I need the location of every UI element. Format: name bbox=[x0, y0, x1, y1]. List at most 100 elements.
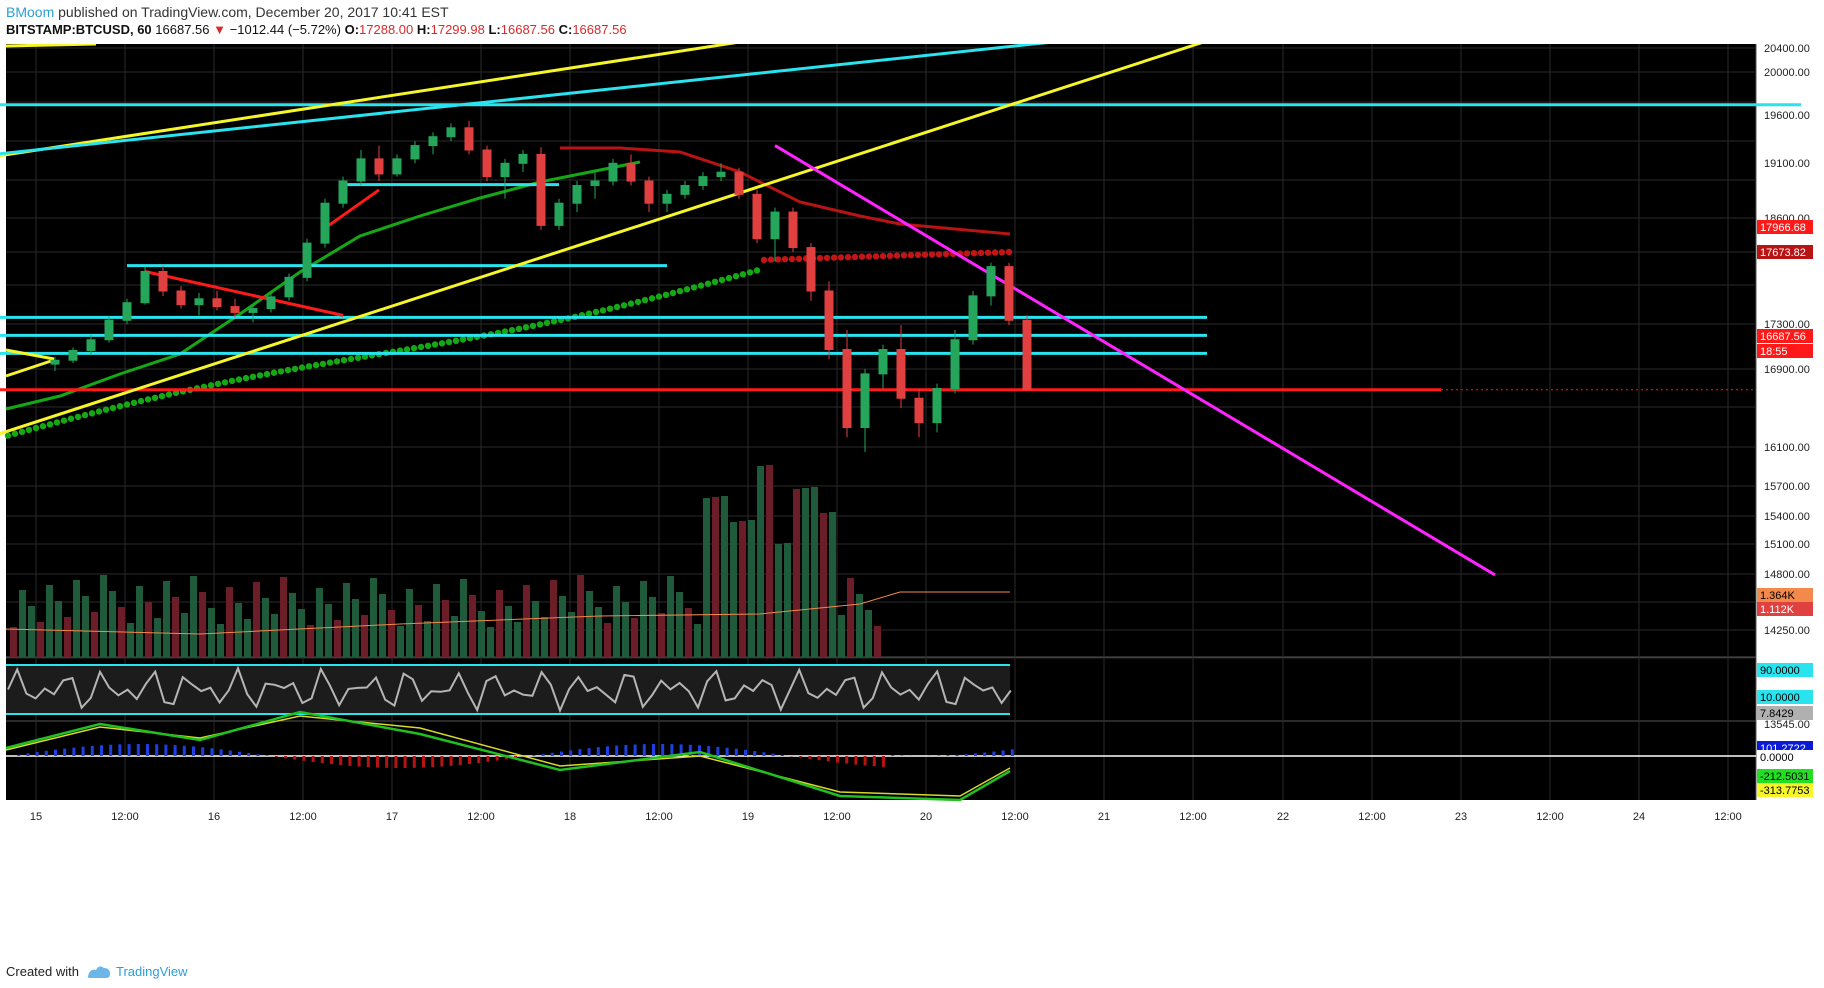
symbol-label: BITSTAMP:BTCUSD, 60 bbox=[6, 22, 152, 37]
volume-bar bbox=[334, 620, 341, 657]
sma-dot bbox=[18, 428, 26, 435]
axis-tag-background bbox=[1757, 344, 1813, 358]
volume-bar bbox=[208, 608, 215, 657]
sma-dot bbox=[718, 276, 726, 284]
sma-dot bbox=[900, 252, 908, 259]
macd-hist-bar bbox=[90, 745, 94, 756]
x-tick-label: 12:00 bbox=[1536, 811, 1564, 823]
candle-body bbox=[752, 193, 762, 240]
candle-body bbox=[104, 319, 114, 341]
candle-body bbox=[464, 127, 474, 151]
macd-hist-bar bbox=[725, 747, 729, 756]
volume-bar bbox=[550, 580, 557, 657]
trendline-yellow bbox=[0, 44, 1203, 436]
macd-hist-bar bbox=[550, 752, 554, 756]
macd-hist-bar bbox=[385, 756, 389, 768]
sma-dot bbox=[312, 361, 320, 369]
macd-hist-bar bbox=[394, 756, 398, 768]
sma-dot bbox=[452, 337, 460, 344]
volume-bar bbox=[217, 624, 224, 657]
sma-dot bbox=[207, 382, 215, 389]
open-value: 17288.00 bbox=[359, 22, 414, 37]
sma-dot bbox=[403, 346, 411, 353]
volume-bar bbox=[109, 591, 116, 657]
volume-bar bbox=[73, 580, 80, 657]
volume-bar bbox=[28, 606, 35, 657]
macd-hist-bar bbox=[541, 754, 545, 756]
sma-dot bbox=[95, 408, 103, 415]
tradingview-brand-link[interactable]: TradingView bbox=[116, 964, 188, 979]
sma-dot bbox=[221, 379, 229, 386]
volume-average-line bbox=[5, 591, 1010, 635]
down-arrow-icon: ▼ bbox=[213, 22, 227, 37]
sma-dot bbox=[305, 363, 313, 370]
macd-hist-bar bbox=[311, 756, 315, 763]
volume-bar bbox=[181, 613, 188, 657]
axis-tag-background bbox=[1757, 783, 1813, 797]
candle-body bbox=[536, 153, 546, 226]
sma-dot bbox=[508, 327, 516, 334]
macd-hist-bar bbox=[688, 744, 692, 756]
volume-bar bbox=[271, 614, 278, 657]
sma-dot bbox=[774, 256, 782, 263]
sma-dot bbox=[648, 295, 656, 302]
volume-bar bbox=[478, 611, 485, 657]
x-tick-label: 12:00 bbox=[467, 811, 495, 823]
candle-body bbox=[356, 158, 366, 182]
volume-bar bbox=[64, 617, 71, 657]
macd-hist-bar bbox=[173, 745, 177, 756]
volume-bar bbox=[379, 594, 386, 657]
sma-dot bbox=[340, 357, 348, 364]
volume-bar bbox=[703, 498, 710, 657]
candle-body bbox=[518, 153, 528, 164]
sma-dot bbox=[277, 368, 285, 375]
axis-tag-label: 10.0000 bbox=[1760, 692, 1800, 704]
sma-dot bbox=[753, 267, 761, 274]
axis-tag-background bbox=[1757, 245, 1813, 259]
axis-value-tag: 7.8429 bbox=[1757, 706, 1813, 720]
sma-dot bbox=[858, 253, 866, 260]
axis-tag-label: 17673.82 bbox=[1760, 247, 1806, 259]
candle-body bbox=[122, 302, 132, 321]
x-tick-label: 21 bbox=[1098, 811, 1110, 823]
candle-body bbox=[896, 349, 906, 399]
sma-dot bbox=[977, 249, 985, 257]
sma-dot bbox=[613, 303, 621, 311]
author-link[interactable]: BMoom bbox=[6, 4, 55, 20]
macd-hist-bar bbox=[54, 749, 57, 756]
candle-body bbox=[230, 306, 240, 313]
axis-value-tag: 1.112K bbox=[1757, 602, 1813, 616]
moving-average-red bbox=[560, 146, 1011, 236]
x-tick-label: 17 bbox=[386, 811, 398, 823]
volume-bar bbox=[865, 610, 872, 657]
macd-hist-bar bbox=[412, 756, 416, 768]
macd-hist-bar bbox=[330, 756, 333, 765]
sma-dot bbox=[683, 286, 691, 293]
sma-dot bbox=[137, 397, 145, 405]
sma-dot bbox=[872, 253, 880, 260]
sma-dot bbox=[767, 256, 775, 263]
price-chart[interactable]: 20400.0020000.0019600.0019100.0018600.00… bbox=[0, 44, 1824, 956]
candle-body bbox=[482, 149, 492, 178]
sma-dot bbox=[921, 251, 929, 258]
macd-hist-bar bbox=[109, 744, 113, 756]
volume-bar bbox=[586, 591, 593, 657]
volume-bar bbox=[613, 586, 620, 657]
volume-bar bbox=[226, 587, 233, 657]
y-tick-label: 20400.00 bbox=[1764, 44, 1810, 55]
sma-dot bbox=[536, 321, 544, 328]
x-tick-label: 12:00 bbox=[1001, 811, 1029, 823]
price-change: −1012.44 (−5.72%) bbox=[229, 22, 341, 37]
candle-body bbox=[140, 271, 150, 304]
macd-hist-bar bbox=[63, 748, 67, 756]
moving-average-green bbox=[5, 160, 641, 411]
open-label: O: bbox=[344, 22, 360, 37]
macd-hist-bar bbox=[201, 747, 205, 756]
sma-dot bbox=[746, 269, 754, 276]
sma-dot bbox=[214, 380, 222, 387]
volume-bar bbox=[289, 593, 296, 657]
candle-body bbox=[554, 202, 564, 226]
sma-dot bbox=[326, 359, 334, 366]
sma-dot bbox=[522, 324, 530, 331]
axis-tag-label: 0.0000 bbox=[1760, 752, 1794, 764]
